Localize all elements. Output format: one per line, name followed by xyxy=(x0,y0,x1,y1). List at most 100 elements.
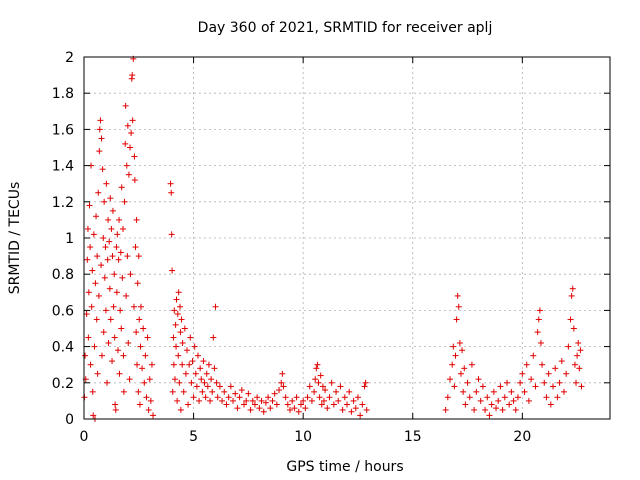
data-point xyxy=(135,388,142,395)
y-tick-label: 0.4 xyxy=(52,340,74,356)
data-point xyxy=(137,303,144,310)
data-point xyxy=(175,352,182,359)
data-point xyxy=(459,347,466,354)
data-point xyxy=(109,253,116,260)
data-point xyxy=(447,376,454,383)
data-point xyxy=(188,379,195,386)
data-point xyxy=(282,394,289,401)
data-point xyxy=(185,401,192,408)
data-point xyxy=(111,334,118,341)
data-point xyxy=(289,397,296,404)
data-point xyxy=(460,388,467,395)
data-point xyxy=(450,343,457,350)
data-point xyxy=(517,379,524,386)
data-point xyxy=(171,376,178,383)
data-point xyxy=(571,361,578,368)
y-tick-label: 0 xyxy=(65,412,74,428)
data-point xyxy=(352,405,359,412)
data-point xyxy=(497,383,504,390)
data-point xyxy=(120,352,127,359)
y-tick-label: 1.8 xyxy=(52,86,74,102)
data-point xyxy=(114,347,121,354)
data-point xyxy=(482,406,489,413)
data-point xyxy=(84,225,91,232)
data-point xyxy=(444,394,451,401)
data-point xyxy=(223,401,230,408)
data-point xyxy=(295,408,302,415)
data-point xyxy=(173,296,180,303)
data-point xyxy=(91,343,98,350)
data-point xyxy=(479,383,486,390)
x-tick-label: 5 xyxy=(189,429,198,445)
data-point xyxy=(97,117,104,124)
data-point xyxy=(214,394,221,401)
data-point xyxy=(113,289,120,296)
data-point xyxy=(85,334,92,341)
data-point xyxy=(99,166,106,173)
data-point xyxy=(558,358,565,365)
data-point xyxy=(93,316,100,323)
data-point xyxy=(209,388,216,395)
data-point xyxy=(118,184,125,191)
data-point xyxy=(84,256,91,263)
data-point xyxy=(85,289,92,296)
data-point xyxy=(452,352,459,359)
data-point xyxy=(532,383,539,390)
data-point xyxy=(308,397,315,404)
data-point xyxy=(330,401,337,408)
data-point xyxy=(461,365,468,372)
data-point xyxy=(484,394,491,401)
data-point xyxy=(545,370,552,377)
data-point xyxy=(120,388,127,395)
data-point xyxy=(198,376,205,383)
data-point xyxy=(173,343,180,350)
data-point xyxy=(94,253,101,260)
data-point xyxy=(221,388,228,395)
data-point xyxy=(179,339,186,346)
data-point xyxy=(90,231,97,238)
data-point xyxy=(539,361,546,368)
data-point xyxy=(565,343,572,350)
data-point xyxy=(89,388,96,395)
data-point xyxy=(486,412,493,419)
data-point xyxy=(178,316,185,323)
data-point xyxy=(455,303,462,310)
data-point xyxy=(348,408,355,415)
data-point xyxy=(96,126,103,133)
data-point xyxy=(322,387,329,394)
data-point xyxy=(197,365,204,372)
data-point xyxy=(280,383,287,390)
data-point xyxy=(254,394,261,401)
data-point xyxy=(136,401,143,408)
data-point xyxy=(464,379,471,386)
data-point xyxy=(563,370,570,377)
data-point xyxy=(95,189,102,196)
data-point xyxy=(249,397,256,404)
data-point xyxy=(130,303,137,310)
data-point xyxy=(236,394,243,401)
data-point xyxy=(146,376,153,383)
data-point xyxy=(212,303,219,310)
data-point xyxy=(129,117,136,124)
data-point xyxy=(174,311,181,318)
data-point xyxy=(457,370,464,377)
data-point xyxy=(175,289,182,296)
data-point xyxy=(115,256,122,263)
data-point xyxy=(534,329,541,336)
data-point xyxy=(284,401,291,408)
data-point xyxy=(543,394,550,401)
data-point xyxy=(304,394,311,401)
data-point xyxy=(267,405,274,412)
data-point xyxy=(363,406,370,413)
data-point xyxy=(89,267,96,274)
data-point xyxy=(176,379,183,386)
data-point xyxy=(127,271,134,278)
data-point xyxy=(176,303,183,310)
data-point xyxy=(98,262,105,269)
y-tick-label: 1 xyxy=(65,231,74,247)
data-point xyxy=(575,339,582,346)
data-point xyxy=(554,394,561,401)
data-point xyxy=(234,405,241,412)
data-point xyxy=(134,361,141,368)
